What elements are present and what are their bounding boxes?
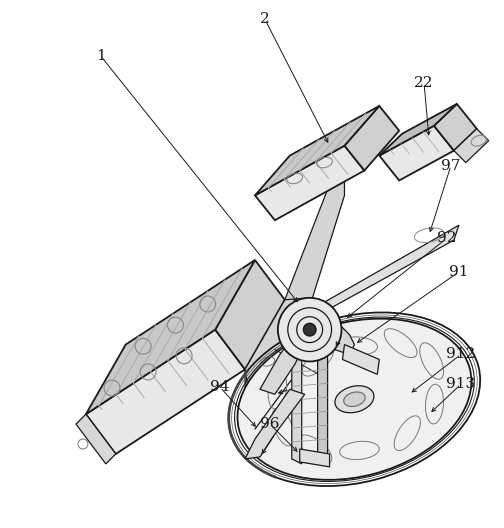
Ellipse shape xyxy=(344,392,365,407)
Text: 92: 92 xyxy=(437,231,457,245)
Polygon shape xyxy=(380,104,457,156)
Ellipse shape xyxy=(237,319,471,480)
Polygon shape xyxy=(343,345,380,374)
Text: 94: 94 xyxy=(211,380,230,394)
Text: 97: 97 xyxy=(441,158,461,173)
Circle shape xyxy=(278,298,342,362)
Polygon shape xyxy=(305,225,459,319)
Polygon shape xyxy=(255,106,380,195)
Polygon shape xyxy=(86,260,255,414)
Polygon shape xyxy=(245,146,345,429)
Polygon shape xyxy=(245,389,305,459)
Polygon shape xyxy=(86,329,245,454)
Polygon shape xyxy=(245,354,280,389)
Text: 1: 1 xyxy=(96,49,106,63)
Polygon shape xyxy=(434,104,477,150)
Text: 913: 913 xyxy=(446,378,475,391)
Text: 91: 91 xyxy=(449,265,469,279)
Polygon shape xyxy=(292,329,302,464)
Polygon shape xyxy=(300,449,330,467)
Polygon shape xyxy=(320,315,354,354)
Text: 912: 912 xyxy=(446,347,475,362)
Polygon shape xyxy=(318,329,328,459)
Polygon shape xyxy=(215,260,285,370)
Polygon shape xyxy=(345,106,399,171)
Text: 2: 2 xyxy=(260,12,270,26)
Polygon shape xyxy=(380,126,454,181)
Ellipse shape xyxy=(335,386,374,413)
Polygon shape xyxy=(76,414,116,464)
Polygon shape xyxy=(454,129,489,163)
Polygon shape xyxy=(260,335,305,394)
Circle shape xyxy=(304,324,316,336)
Text: 22: 22 xyxy=(414,76,434,90)
Text: 96: 96 xyxy=(260,417,280,431)
Polygon shape xyxy=(255,146,364,220)
